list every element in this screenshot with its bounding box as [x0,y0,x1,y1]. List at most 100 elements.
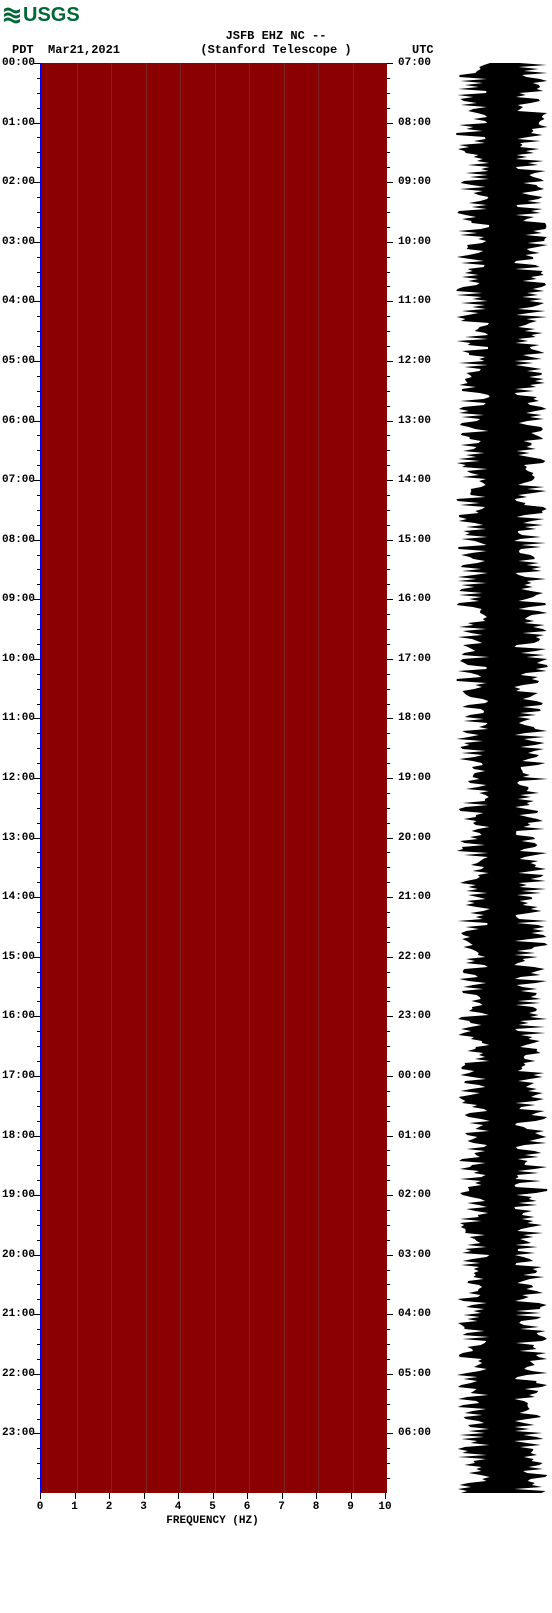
y-left-tick [34,1076,40,1077]
y-left-minor [37,1404,40,1405]
y-left-minor [37,1106,40,1107]
y-left-minor [37,1001,40,1002]
x-tick [385,1493,386,1499]
y-left-tick [34,897,40,898]
y-right-minor [387,644,390,645]
y-right-minor [387,227,390,228]
y-right-minor [387,584,390,585]
y-right-label: 04:00 [398,1308,431,1320]
y-left-label: 08:00 [2,534,35,546]
y-right-label: 17:00 [398,653,431,665]
y-right-tick [387,1433,393,1434]
gridline [77,63,78,1493]
y-left-minor [37,987,40,988]
y-right-minor [387,823,390,824]
y-left-minor [37,1180,40,1181]
y-left-minor [37,137,40,138]
y-right-tick [387,897,393,898]
usgs-logo: USGS [0,0,552,25]
y-left-tick [34,1195,40,1196]
y-right-label: 22:00 [398,951,431,963]
y-left-minor [37,1225,40,1226]
y-right-minor [387,1448,390,1449]
y-right-minor [387,1359,390,1360]
y-left-minor [37,1359,40,1360]
y-right-minor [387,1225,390,1226]
y-right-minor [387,1061,390,1062]
y-left-label: 16:00 [2,1010,35,1022]
y-left-label: 22:00 [2,1368,35,1380]
x-tick [351,1493,352,1499]
y-left-minor [37,689,40,690]
y-left-minor [37,525,40,526]
y-left-minor [37,331,40,332]
y-right-minor [387,704,390,705]
y-right-minor [387,108,390,109]
y-left-minor [37,704,40,705]
y-left-minor [37,763,40,764]
gridline [111,63,112,1493]
y-right-minor [387,555,390,556]
plot-area: FREQUENCY (HZ) 01234567891000:0001:0002:… [0,63,552,1533]
y-left-minor [37,733,40,734]
y-left-minor [37,793,40,794]
y-right-label: 05:00 [398,1368,431,1380]
x-tick [213,1493,214,1499]
x-tick [144,1493,145,1499]
y-left-tick [34,421,40,422]
y-left-label: 09:00 [2,593,35,605]
y-left-label: 04:00 [2,295,35,307]
y-left-minor [37,1478,40,1479]
y-left-minor [37,1091,40,1092]
x-tick-label: 6 [244,1501,251,1513]
y-right-label: 01:00 [398,1130,431,1142]
y-left-label: 15:00 [2,951,35,963]
y-right-minor [387,1121,390,1122]
y-left-minor [37,748,40,749]
y-left-label: 01:00 [2,117,35,129]
y-left-minor [37,1419,40,1420]
y-left-minor [37,927,40,928]
y-left-minor [37,1329,40,1330]
y-left-minor [37,257,40,258]
y-left-minor [37,465,40,466]
y-right-tick [387,1314,393,1315]
waveform-panel [455,63,550,1493]
y-right-minor [387,1180,390,1181]
y-right-minor [387,1031,390,1032]
y-left-tick [34,182,40,183]
y-left-minor [37,823,40,824]
y-right-tick [387,1374,393,1375]
y-left-label: 18:00 [2,1130,35,1142]
y-right-minor [387,450,390,451]
y-right-minor [387,972,390,973]
y-left-minor [37,286,40,287]
y-right-tick [387,957,393,958]
y-left-tick [34,361,40,362]
y-right-minor [387,748,390,749]
y-left-minor [37,212,40,213]
y-left-minor [37,867,40,868]
y-right-minor [387,331,390,332]
y-left-minor [37,1165,40,1166]
date-label: Mar21,2021 [48,43,120,59]
y-right-tick [387,182,393,183]
y-left-tick [34,1136,40,1137]
y-right-minor [387,272,390,273]
y-right-minor [387,733,390,734]
y-right-minor [387,435,390,436]
y-right-minor [387,1106,390,1107]
y-left-minor [37,495,40,496]
y-left-label: 17:00 [2,1070,35,1082]
y-left-minor [37,346,40,347]
y-left-label: 23:00 [2,1427,35,1439]
spectrogram-panel [40,63,387,1493]
y-right-label: 16:00 [398,593,431,605]
y-left-minor [37,376,40,377]
y-left-label: 00:00 [2,57,35,69]
y-left-minor [37,1463,40,1464]
plot-header: JSFB EHZ NC -- (Stanford Telescope ) PDT… [0,29,552,63]
y-right-minor [387,1240,390,1241]
y-right-label: 03:00 [398,1249,431,1261]
y-left-tick [34,1314,40,1315]
